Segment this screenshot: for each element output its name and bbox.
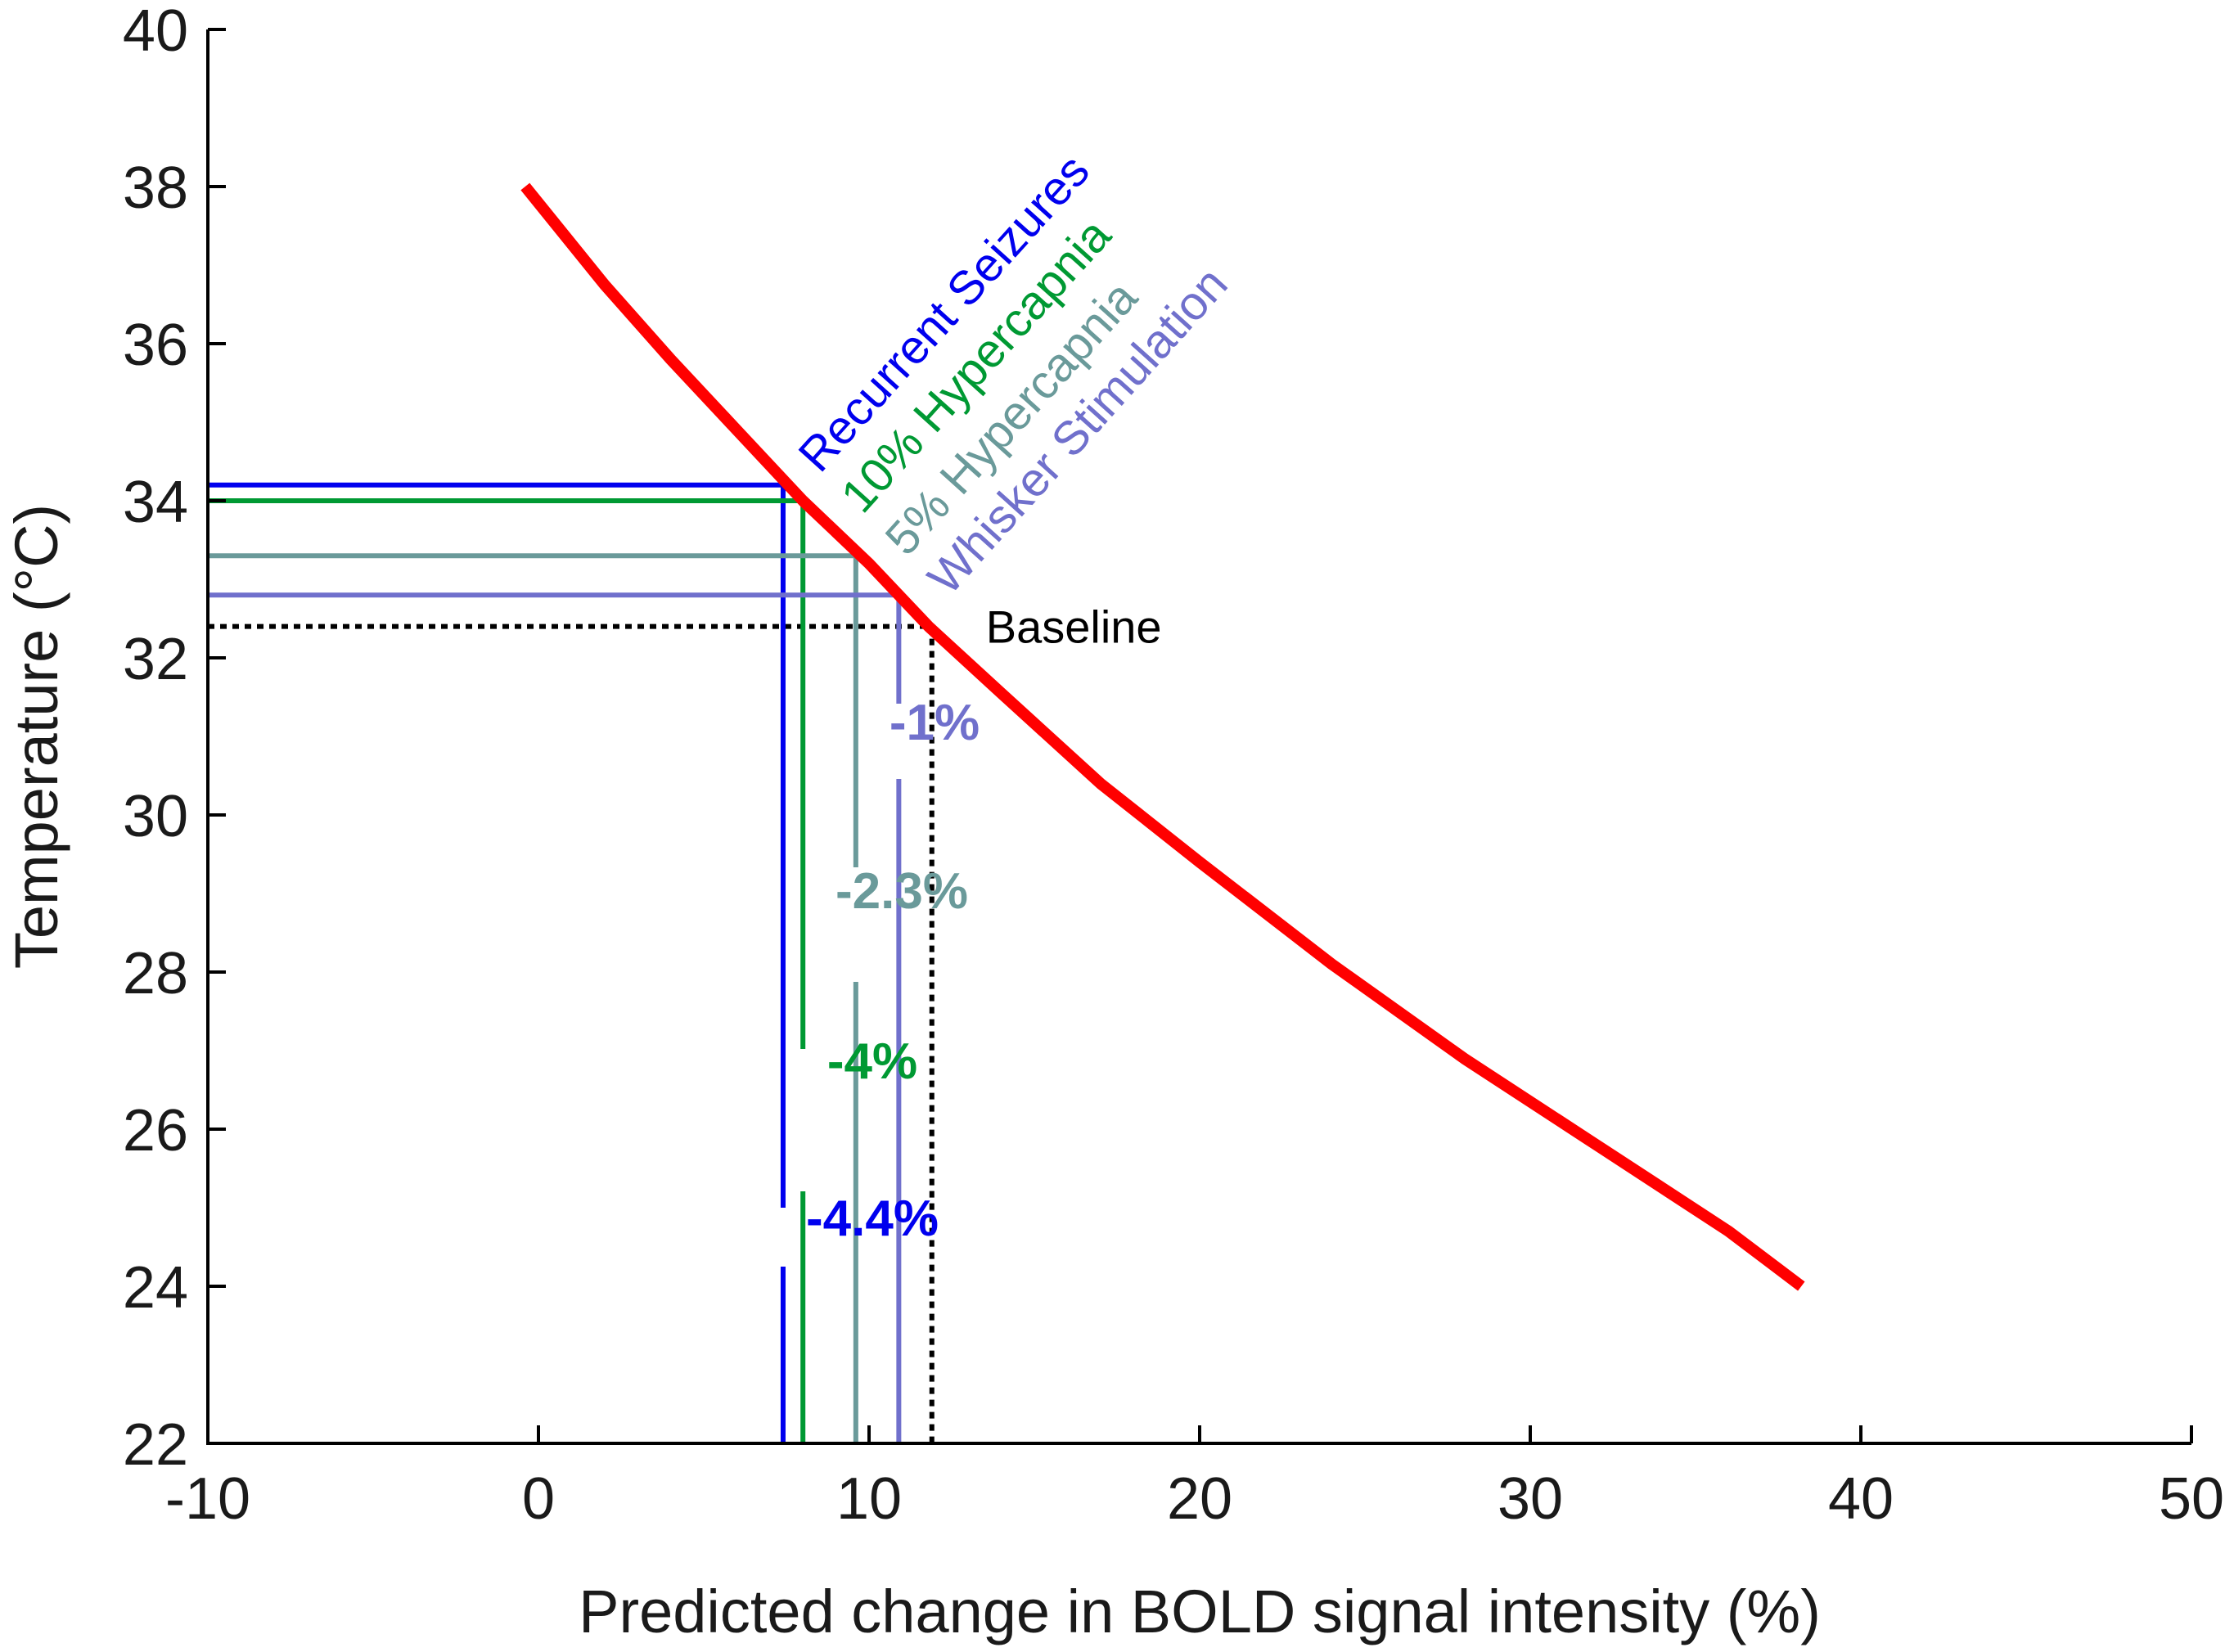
y-tick-label: 40 [123, 0, 188, 64]
axes [206, 29, 2191, 1445]
y-tick-label: 32 [123, 627, 188, 692]
x-tick-label: 0 [522, 1466, 555, 1532]
x-tick-label: 50 [2159, 1466, 2224, 1532]
y-tick-label: 36 [123, 313, 188, 378]
labels: -10 0 10 20 30 40 50 22 24 26 28 30 32 34 36 38 40 Baseli… [123, 0, 2224, 1532]
curve-layer [520, 182, 1805, 1291]
curve-line [520, 182, 1805, 1291]
y-tick-label: 24 [123, 1255, 188, 1321]
x-tick-label: -10 [165, 1466, 250, 1532]
y-tick-label: 38 [123, 155, 188, 221]
y-tick-label: 34 [123, 470, 188, 535]
x-tick-label: 40 [1828, 1466, 1894, 1532]
y-tick-label: 28 [123, 941, 188, 1006]
y-axis-title: Temperature (°C) [2, 504, 70, 969]
condition-value-label: -4.4% [806, 1191, 939, 1247]
reference-lines [208, 482, 935, 1443]
condition-value-label: -4% [827, 1033, 917, 1090]
y-tick-label: 22 [123, 1412, 188, 1478]
x-tick-label: 30 [1498, 1466, 1563, 1532]
condition-value-label: -2.3% [835, 863, 968, 920]
condition-value-label: -1% [890, 695, 980, 751]
x-tick-label: 10 [836, 1466, 902, 1532]
x-axis-title: Predicted change in BOLD signal intensit… [579, 1578, 1821, 1645]
x-tick-label: 20 [1167, 1466, 1232, 1532]
ticks [206, 28, 2193, 1445]
y-tick-label: 26 [123, 1098, 188, 1164]
baseline-label: Baseline [986, 601, 1162, 653]
y-tick-label: 30 [123, 784, 188, 849]
